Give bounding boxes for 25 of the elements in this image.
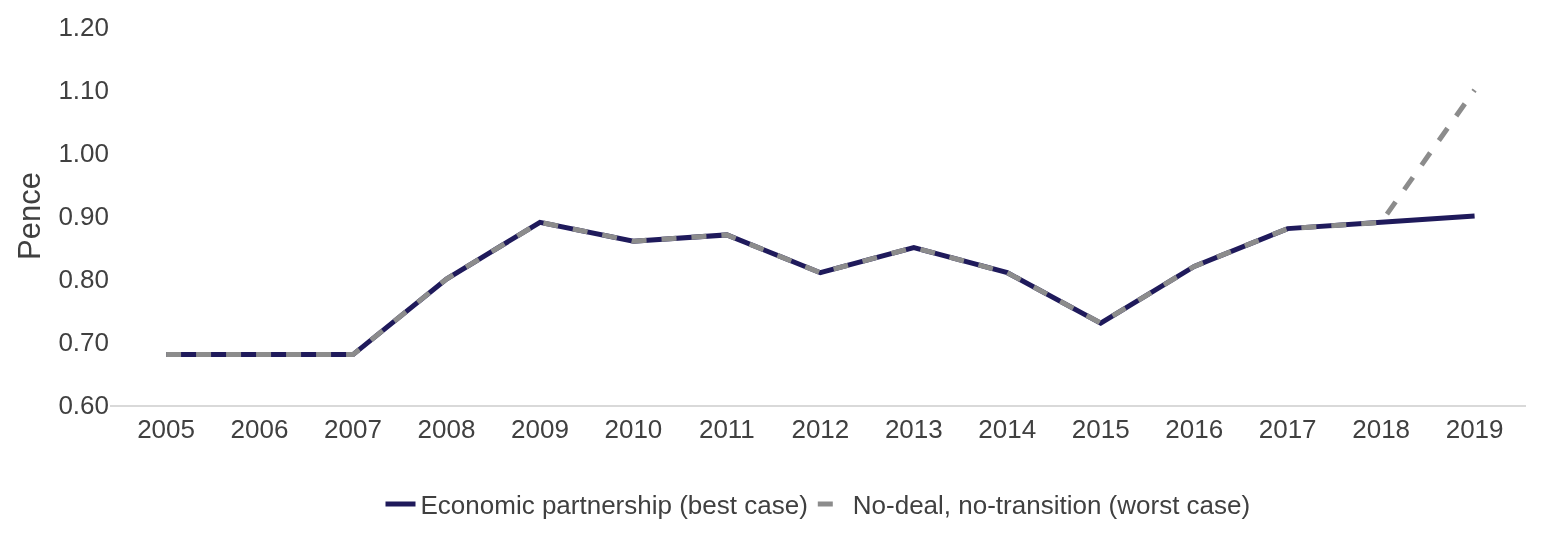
y-axis-title: Pence xyxy=(12,172,48,260)
x-tick-label: 2009 xyxy=(511,413,569,444)
x-tick-label: 2008 xyxy=(417,413,476,444)
x-tick-label: 2006 xyxy=(230,413,289,444)
y-tick-label: 1.10 xyxy=(58,75,109,106)
x-tick-label: 2017 xyxy=(1258,413,1317,444)
x-tick-label: 2007 xyxy=(324,413,382,444)
legend-label: Economic partnership (best case) xyxy=(420,490,808,521)
legend-label: No-deal, no-transition (worst case) xyxy=(852,490,1251,521)
y-tick-label: 0.70 xyxy=(58,327,109,358)
x-tick-label: 2011 xyxy=(698,413,755,444)
x-tick-label: 2018 xyxy=(1352,413,1411,444)
y-tick-label: 0.60 xyxy=(58,390,109,421)
y-tick-label: 0.90 xyxy=(58,201,109,232)
x-tick-label: 2012 xyxy=(791,413,850,444)
y-tick-label: 1.00 xyxy=(58,138,109,169)
x-tick-label: 2019 xyxy=(1445,413,1504,444)
x-tick-label: 2005 xyxy=(137,413,195,444)
y-tick-label: 0.80 xyxy=(58,264,109,295)
x-tick-label: 2013 xyxy=(884,413,943,444)
x-tick-label: 2015 xyxy=(1071,413,1130,444)
x-tick-label: 2010 xyxy=(604,413,663,444)
x-tick-label: 2014 xyxy=(978,413,1037,444)
x-tick-label: 2016 xyxy=(1165,413,1224,444)
y-tick-label: 1.20 xyxy=(58,12,109,43)
